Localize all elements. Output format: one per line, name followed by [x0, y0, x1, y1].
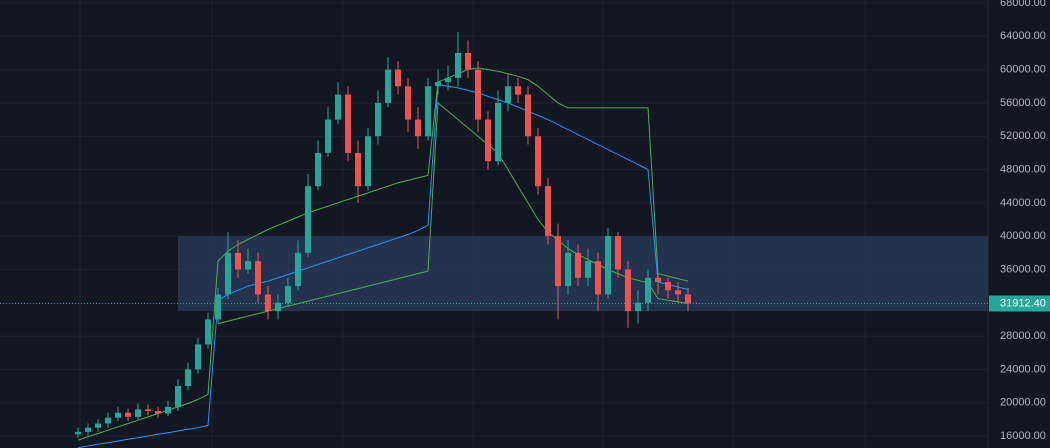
y-tick-label: 28000.00: [1000, 330, 1046, 342]
candle-body: [325, 119, 331, 153]
candle-body: [195, 344, 201, 370]
y-tick-label: 64000.00: [1000, 30, 1046, 42]
candle-body: [95, 423, 101, 428]
candle-body: [75, 431, 81, 435]
y-tick-label: 16000.00: [1000, 430, 1046, 442]
indicator-line: [77, 84, 689, 448]
candle-body: [205, 319, 211, 345]
candle-body: [345, 94, 351, 153]
candle-body: [385, 69, 391, 103]
y-tick-label: 44000.00: [1000, 197, 1046, 209]
candle-body: [685, 294, 691, 304]
candle-body: [475, 69, 481, 120]
candle-body: [495, 102, 501, 162]
candle-body: [365, 136, 371, 187]
candle-body: [505, 86, 511, 103]
candle-body: [225, 252, 231, 295]
candle-body: [395, 69, 401, 87]
y-tick-label: 24000.00: [1000, 363, 1046, 375]
y-tick-label: 20000.00: [1000, 397, 1046, 409]
candle-body: [455, 52, 461, 78]
y-tick-label: 60000.00: [1000, 64, 1046, 76]
candle-body: [175, 386, 181, 407]
y-tick-label: 40000.00: [1000, 230, 1046, 242]
candle-body: [665, 281, 671, 291]
candle-body: [375, 102, 381, 137]
candle-body: [265, 294, 271, 312]
vertical-grid: [79, 0, 866, 448]
candle-body: [635, 302, 641, 312]
candle-body: [555, 236, 561, 287]
candle-body: [315, 152, 321, 187]
candle-body: [575, 252, 581, 278]
candle-body: [135, 409, 141, 417]
y-tick-label: 52000.00: [1000, 130, 1046, 142]
candle-body: [405, 86, 411, 120]
candle-body: [525, 94, 531, 137]
candle-body: [275, 302, 281, 312]
last-price-box: [989, 295, 1050, 312]
y-tick-label: 56000.00: [1000, 97, 1046, 109]
candle-body: [465, 52, 471, 70]
candle-body: [335, 94, 341, 120]
candle-body: [355, 152, 361, 187]
candle-body: [255, 261, 261, 295]
candle-body: [245, 261, 251, 270]
candle-body: [125, 412, 131, 417]
candle-body: [185, 369, 191, 387]
candle-body: [625, 269, 631, 312]
candle-body: [595, 261, 601, 295]
candle-body: [445, 77, 451, 83]
candle-body: [425, 86, 431, 137]
candle-body: [585, 261, 591, 278]
candle-body: [215, 294, 221, 320]
candle-body: [85, 427, 91, 432]
candle-body: [515, 86, 521, 95]
candle-body: [435, 82, 441, 87]
candle-body: [235, 252, 241, 270]
candle-body: [655, 277, 661, 282]
y-tick-label: 68000.00: [1000, 0, 1046, 9]
candle-body: [115, 412, 121, 418]
candle-body: [145, 409, 151, 412]
candle-body: [615, 236, 621, 270]
y-tick-label: 48000.00: [1000, 163, 1046, 175]
candle-body: [155, 411, 161, 414]
candle-body: [565, 252, 571, 287]
candle-body: [165, 406, 171, 414]
candle-body: [285, 286, 291, 303]
candle-body: [535, 136, 541, 187]
candle-body: [675, 290, 681, 295]
candle-body: [105, 417, 111, 424]
candle-body: [485, 119, 491, 162]
candle-body: [645, 277, 651, 303]
y-tick-label: 36000.00: [1000, 263, 1046, 275]
last-price-label: 31912.40: [1000, 297, 1046, 309]
candle-body: [545, 186, 551, 237]
candle-body: [305, 186, 311, 253]
candle-body: [295, 252, 301, 287]
candle-body: [605, 236, 611, 295]
candle-body: [415, 119, 421, 137]
zone: [178, 236, 988, 312]
